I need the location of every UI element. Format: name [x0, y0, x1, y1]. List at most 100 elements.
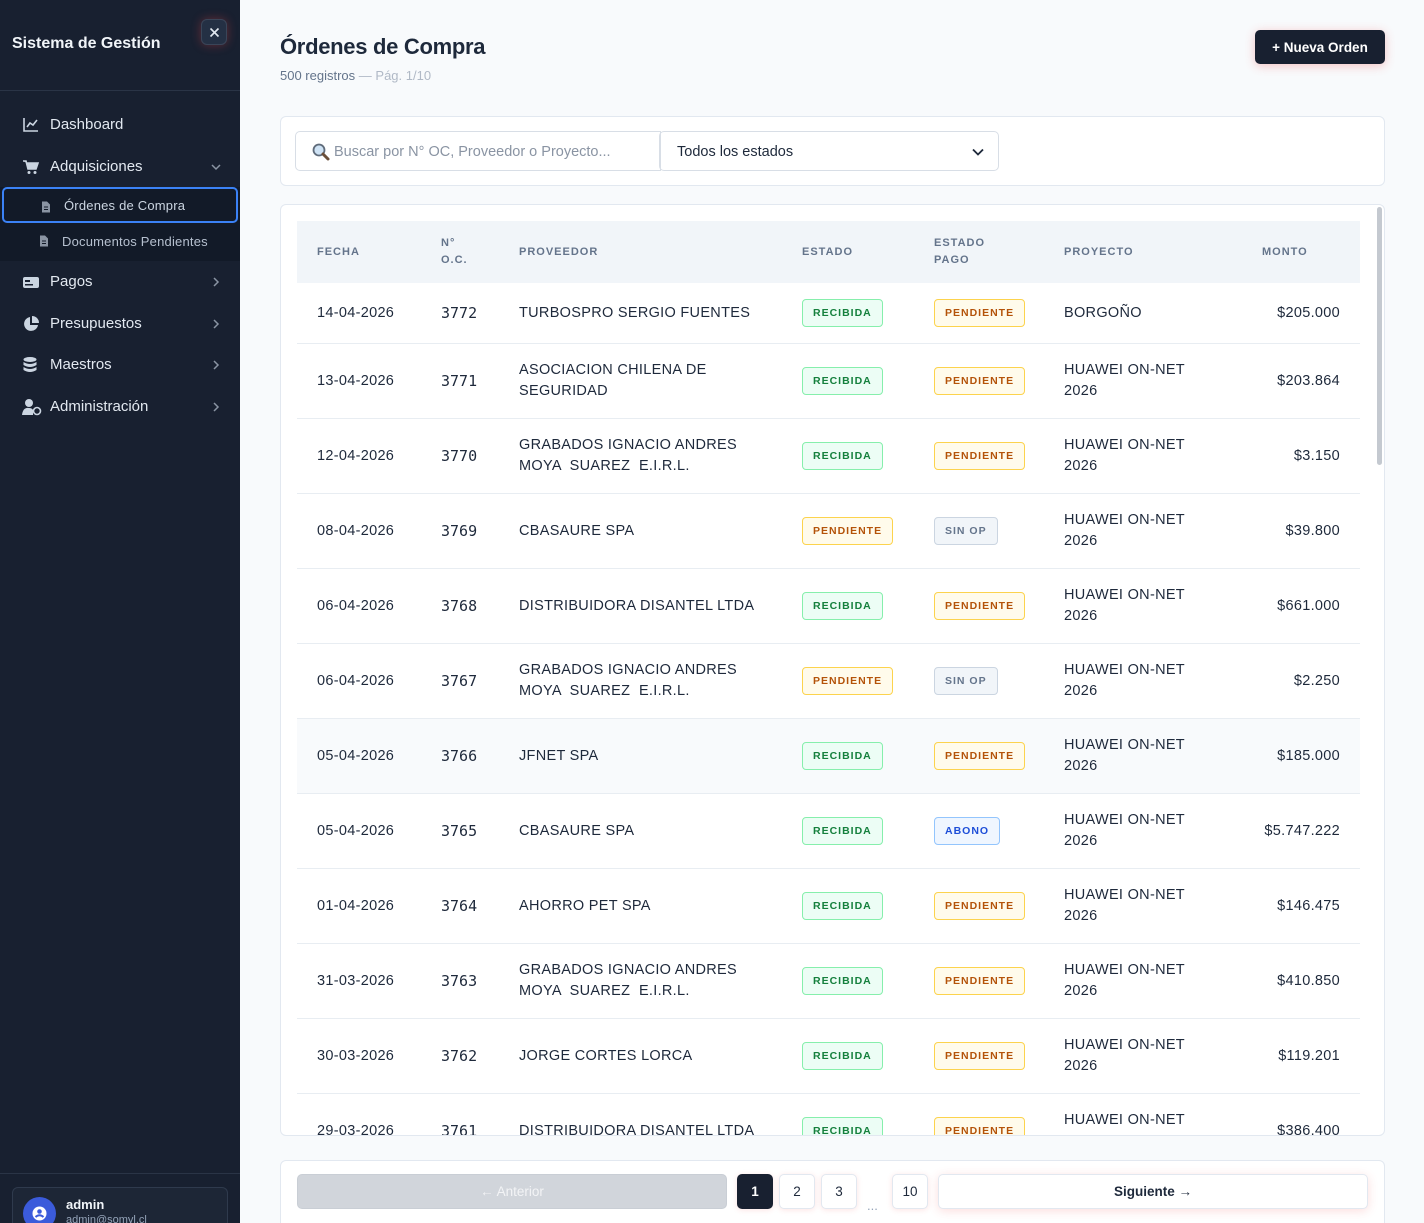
table-row[interactable]: 05-04-2026 3765 CBASAURE SPA RECIBIDA ABONO H… [297, 793, 1360, 869]
scrollbar[interactable] [1377, 207, 1382, 465]
table-cell: HUAWEI ON-NET 2026 [1044, 418, 1242, 494]
ellipsis: ... [867, 1198, 878, 1213]
nav-icon [23, 357, 37, 372]
nav-item[interactable]: Adquisiciones [0, 146, 240, 188]
close-button[interactable] [201, 19, 227, 45]
cell-text: 12-04-2026 [317, 447, 395, 464]
nav-item[interactable]: Presupuestos [0, 303, 240, 345]
table-cell: 3764 [421, 868, 499, 944]
next-button[interactable]: Siguiente → [938, 1174, 1368, 1209]
table-cell: 05-04-2026 [297, 793, 421, 869]
cell-text: $2.250 [1293, 672, 1340, 689]
cell-text: $203.864 [1277, 372, 1340, 389]
table-cell: $386.400 [1242, 1093, 1360, 1135]
table-cell: PENDIENTE [914, 1018, 1044, 1094]
nav-chevron [213, 277, 220, 287]
table-cell: 3768 [421, 568, 499, 644]
cell-text: 13-04-2026 [317, 372, 395, 389]
cell-text: $39.800 [1285, 522, 1340, 539]
status-badge: RECIBIDA [802, 299, 883, 327]
table-card: FECHA N° O.C. PROVEEDOR ESTADO ESTADO PAGO PR… [280, 204, 1385, 1136]
page-button[interactable]: 1 [737, 1174, 773, 1209]
cell-text: 3770 [441, 446, 478, 465]
cell-text: JFNET SPA [519, 747, 599, 764]
page-button[interactable]: 3 [821, 1174, 857, 1209]
new-order-button[interactable]: + Nueva Orden [1255, 30, 1385, 64]
status-select[interactable]: Todos los estados [659, 131, 999, 171]
table-cell: BORGOÑO [1044, 283, 1242, 344]
table-row[interactable]: 31-03-2026 3763 GRABADOS IGNACIO ANDRES MO… [297, 943, 1360, 1019]
table-cell: HUAWEI ON-NET 2026 [1044, 793, 1242, 869]
page-button[interactable]: 2 [779, 1174, 815, 1209]
table-row[interactable]: 14-04-2026 3772 TURBOSPRO SERGIO FUENTES RE… [297, 283, 1360, 344]
table-cell: $119.201 [1242, 1018, 1360, 1094]
table-row[interactable]: 30-03-2026 3762 JORGE CORTES LORCA RECIBIDA… [297, 1018, 1360, 1094]
table-row[interactable]: 13-04-2026 3771 ASOCIACION CHILENA DE SEGU… [297, 343, 1360, 419]
cell-text: 3769 [441, 521, 478, 540]
cell-text: BORGOÑO [1064, 304, 1142, 321]
table-row[interactable]: 05-04-2026 3766 JFNET SPA RECIBIDA PENDIENTE… [297, 718, 1360, 794]
cell-text: HUAWEI ON-NET 2026 [1064, 1037, 1185, 1074]
table-cell: 3761 [421, 1093, 499, 1135]
page-button[interactable]: 10 [892, 1174, 928, 1209]
table-cell: GRABADOS IGNACIO ANDRES MOYA SUAREZ E.I.… [499, 943, 782, 1019]
sidebar-footer [0, 1173, 240, 1174]
table-cell: 06-04-2026 [297, 643, 421, 719]
status-badge: RECIBIDA [802, 817, 883, 845]
cell-text: HUAWEI ON-NET 2026 [1064, 812, 1185, 849]
cell-text: 3762 [441, 1046, 478, 1065]
nav-icon [22, 398, 42, 415]
nav-item[interactable]: Administración [0, 386, 240, 428]
nav-child[interactable]: Documentos Pendientes [2, 223, 238, 259]
table-cell: 13-04-2026 [297, 343, 421, 419]
table-row[interactable]: 06-04-2026 3767 GRABADOS IGNACIO ANDRES MO… [297, 643, 1360, 719]
cell-text: HUAWEI ON-NET 2026 [1064, 587, 1185, 624]
page-info: — Pág. 1/10 [358, 68, 432, 83]
column-header: ESTADO PAGO [934, 237, 986, 266]
table-row[interactable]: 08-04-2026 3769 CBASAURE SPA PENDIENTE SIN O… [297, 493, 1360, 569]
cell-text: DISTRIBUIDORA DISANTEL LTDA [519, 597, 755, 614]
table-cell: 08-04-2026 [297, 493, 421, 569]
search-input[interactable]: Buscar por N° OC, Proveedor o Proyecto..… [295, 131, 661, 171]
table-cell: 3767 [421, 643, 499, 719]
table-row[interactable]: 06-04-2026 3768 DISTRIBUIDORA DISANTEL LTD… [297, 568, 1360, 644]
cell-text: 3763 [441, 971, 478, 990]
table-row[interactable]: 01-04-2026 3764 AHORRO PET SPA RECIBIDA PEND… [297, 868, 1360, 944]
user-email: admin@somyl.cl [66, 1214, 147, 1223]
user-card[interactable]: admin admin@somyl.cl [12, 1187, 228, 1223]
filters-card: Buscar por N° OC, Proveedor o Proyecto..… [280, 116, 1385, 186]
nav-child[interactable]: Órdenes de Compra [2, 187, 238, 223]
status-badge: PENDIENTE [934, 367, 1026, 395]
table-cell: $661.000 [1242, 568, 1360, 644]
cell-text: HUAWEI ON-NET 2026 [1064, 887, 1185, 924]
nav-chevron [213, 318, 220, 329]
table-cell: HUAWEI ON-NET 2026 [1044, 868, 1242, 944]
cell-text: 06-04-2026 [317, 597, 395, 614]
table-cell: RECIBIDA [782, 343, 914, 419]
search-icon [312, 143, 330, 161]
table-cell: $2.250 [1242, 643, 1360, 719]
table-body: 14-04-2026 3772 TURBOSPRO SERGIO FUENTES RE… [297, 283, 1360, 1136]
nav: Dashboard Adquisiciones Órdenes de Compra D… [0, 104, 240, 427]
cell-text: 3767 [441, 671, 478, 690]
doc-icon [40, 235, 48, 247]
nav-item[interactable]: Maestros [0, 344, 240, 386]
table-row[interactable]: 29-03-2026 3761 DISTRIBUIDORA DISANTEL LTD… [297, 1093, 1360, 1136]
nav-item[interactable]: Dashboard [0, 104, 240, 146]
table-cell: HUAWEI ON-NET 2026 [1044, 643, 1242, 719]
nav-label: Maestros [50, 356, 112, 374]
cell-text: AHORRO PET SPA [519, 897, 651, 914]
status-badge: RECIBIDA [802, 742, 883, 770]
page-title: Órdenes de Compra [280, 34, 486, 59]
nav-item[interactable]: Pagos [0, 261, 240, 303]
cell-text: $205.000 [1277, 304, 1340, 321]
cell-text: CBASAURE SPA [519, 522, 635, 539]
table-row[interactable]: 12-04-2026 3770 GRABADOS IGNACIO ANDRES MO… [297, 418, 1360, 494]
prev-button[interactable]: ← Anterior [297, 1174, 727, 1209]
cell-text: 06-04-2026 [317, 672, 395, 689]
nav-child-label: Documentos Pendientes [62, 233, 208, 249]
column-header: PROYECTO [1064, 245, 1134, 258]
cell-text: DISTRIBUIDORA DISANTEL LTDA [519, 1122, 755, 1136]
cell-text: 01-04-2026 [317, 897, 395, 914]
